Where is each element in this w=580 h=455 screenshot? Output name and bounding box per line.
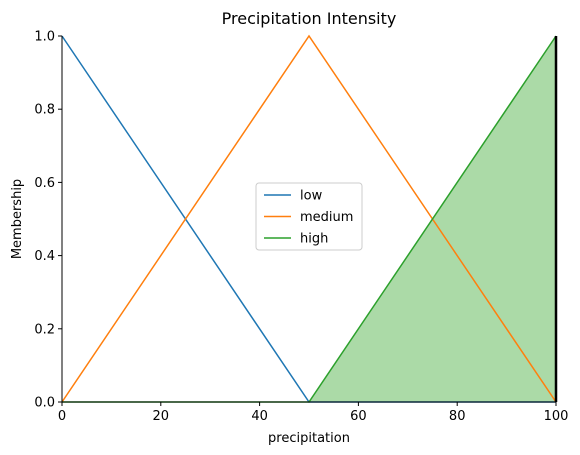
x-tick-label: 0 bbox=[58, 409, 66, 424]
x-tick-label: 80 bbox=[449, 409, 466, 424]
legend-box bbox=[255, 182, 363, 251]
x-axis-title: precipitation bbox=[268, 431, 350, 446]
x-tick-label: 40 bbox=[251, 409, 268, 424]
legend: low medium high bbox=[255, 182, 363, 251]
y-tick-label: 0.4 bbox=[34, 249, 55, 264]
legend-label-high: high bbox=[300, 232, 328, 247]
y-tick-label: 0.0 bbox=[34, 396, 55, 411]
legend-label-medium: medium bbox=[300, 210, 353, 225]
axes: 0 20 40 60 80 100 0.0 0.2 0.4 0.6 0.8 1.0 bbox=[34, 30, 568, 425]
x-tick-label: 20 bbox=[153, 409, 170, 424]
legend-label-low: low bbox=[300, 189, 323, 204]
y-tick-label: 0.8 bbox=[34, 103, 55, 118]
y-tick-label: 0.6 bbox=[34, 176, 55, 191]
y-tick-label: 0.2 bbox=[34, 322, 55, 337]
y-tick-label: 1.0 bbox=[34, 30, 55, 45]
series-line-medium bbox=[61, 34, 557, 403]
x-tick-label: 60 bbox=[350, 409, 367, 424]
x-tick-label: 100 bbox=[544, 409, 569, 424]
y-axis-title: Membership bbox=[10, 179, 25, 259]
chart-title: Precipitation Intensity bbox=[222, 9, 397, 28]
